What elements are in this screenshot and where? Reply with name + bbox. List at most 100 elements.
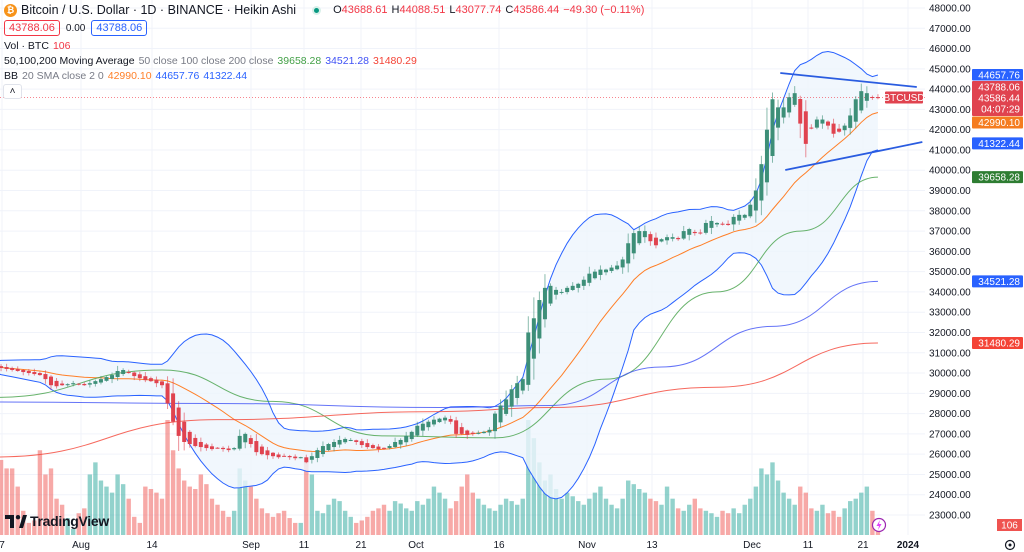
ma200-tag: 31480.29 <box>972 337 1023 350</box>
candle <box>287 454 292 460</box>
bb-legend[interactable]: BB 20 SMA close 2 0 42990.10 44657.76 41… <box>4 70 248 82</box>
volume-bar <box>154 492 159 535</box>
volume-bar <box>803 492 808 535</box>
chevron-up-icon[interactable]: ˄ <box>3 84 22 99</box>
volume-bar <box>703 510 709 535</box>
candle <box>653 232 658 249</box>
candle-body <box>287 456 292 458</box>
candle <box>15 366 20 372</box>
candle-body <box>276 454 281 458</box>
candle <box>531 297 536 380</box>
candle <box>198 437 203 452</box>
volume-bar <box>709 513 714 535</box>
sell-button[interactable]: 43788.06 <box>4 20 60 36</box>
candle-body <box>431 419 436 425</box>
volume-bar <box>237 468 242 535</box>
candle <box>803 100 808 158</box>
volume-bar <box>581 504 586 535</box>
price-tick-label: 30000.00 <box>929 369 971 380</box>
time-tick-label: 21 <box>355 540 367 551</box>
candle-body <box>659 239 664 242</box>
volume-bar <box>376 508 381 535</box>
candle <box>193 434 198 448</box>
trendlines[interactable] <box>780 72 923 171</box>
volume-bar <box>698 508 703 535</box>
candle <box>720 221 725 226</box>
candle <box>792 86 797 107</box>
candle-body <box>648 234 653 242</box>
candle-body <box>304 457 309 463</box>
volume-legend[interactable]: Vol · BTC 106 <box>4 40 71 52</box>
candle-body <box>731 216 736 225</box>
candle-body <box>37 373 42 376</box>
volume-bar <box>348 516 353 535</box>
lightning-icon[interactable] <box>871 517 887 533</box>
candle <box>0 364 4 372</box>
time-tick-label: 2024 <box>897 540 920 551</box>
candle-body <box>98 379 103 383</box>
trade-buttons: 43788.06 0.00 43788.06 <box>4 20 148 36</box>
volume-bar <box>792 504 797 535</box>
candle-body <box>60 383 65 386</box>
candle-body <box>226 448 231 451</box>
volume-bar <box>65 518 70 535</box>
price-axis[interactable]: 48000.00 47000.00 46000.00 45000.00 44000.00… <box>929 4 971 522</box>
volume-bar <box>143 486 148 535</box>
candle-body <box>265 450 270 456</box>
volume-bar <box>675 508 681 535</box>
candle-body <box>315 450 320 458</box>
candle-body <box>43 374 48 380</box>
ma-legend[interactable]: 50,100,200 Moving Average 50 close 100 c… <box>4 55 417 67</box>
candle <box>304 454 309 464</box>
candle-body <box>143 376 148 381</box>
volume-bar <box>459 486 464 535</box>
candle <box>243 432 248 449</box>
candle <box>604 268 608 276</box>
candle-body <box>820 119 825 124</box>
candle-body <box>448 419 453 422</box>
candle <box>293 454 298 461</box>
price-tick-label: 48000.00 <box>929 4 971 15</box>
candle <box>431 416 436 427</box>
candle-body <box>298 457 303 459</box>
candle <box>626 233 631 273</box>
candle <box>853 96 858 129</box>
candle <box>221 446 226 452</box>
volume-bar <box>59 504 65 535</box>
volume-bar <box>498 504 503 535</box>
time-tick-label: 7 <box>0 540 5 551</box>
candle <box>548 283 553 307</box>
candle-body <box>626 243 631 264</box>
candle <box>176 401 181 451</box>
volume-bar <box>342 510 348 535</box>
volume-bar <box>670 498 675 535</box>
volume-bar <box>337 501 342 535</box>
candle <box>509 384 514 417</box>
candle <box>376 443 381 453</box>
volume-bar <box>54 498 59 535</box>
buy-button[interactable]: 43788.06 <box>91 20 148 36</box>
candle-body <box>842 125 847 131</box>
volume-bar <box>831 510 836 535</box>
candle-body <box>121 369 126 375</box>
candle-body <box>542 287 547 320</box>
volume-bar <box>448 508 453 535</box>
volume-bar <box>631 484 636 535</box>
volume-bar <box>9 468 15 535</box>
volume-bar <box>476 498 481 535</box>
volume-bar <box>548 474 553 535</box>
ma100-tag-text: 34521.28 <box>978 277 1020 288</box>
candle-body <box>93 381 98 384</box>
candle-body <box>126 372 131 374</box>
candle-body <box>637 231 642 244</box>
time-axis[interactable]: 7 Aug 14 Sep 11 21 Oct 16 Nov 13 Dec 11 21 2024 <box>0 540 920 551</box>
trendline <box>780 72 917 88</box>
candle-body <box>870 96 875 98</box>
symbol-title[interactable]: Bitcoin / U.S. Dollar · 1D · BINANCE · H… <box>21 3 297 17</box>
candle-body <box>504 399 509 414</box>
price-tick-label: 33000.00 <box>929 308 971 319</box>
candle <box>348 438 353 442</box>
tradingview-logo[interactable]: TradingView <box>5 513 109 529</box>
gear-icon[interactable] <box>1004 539 1016 551</box>
